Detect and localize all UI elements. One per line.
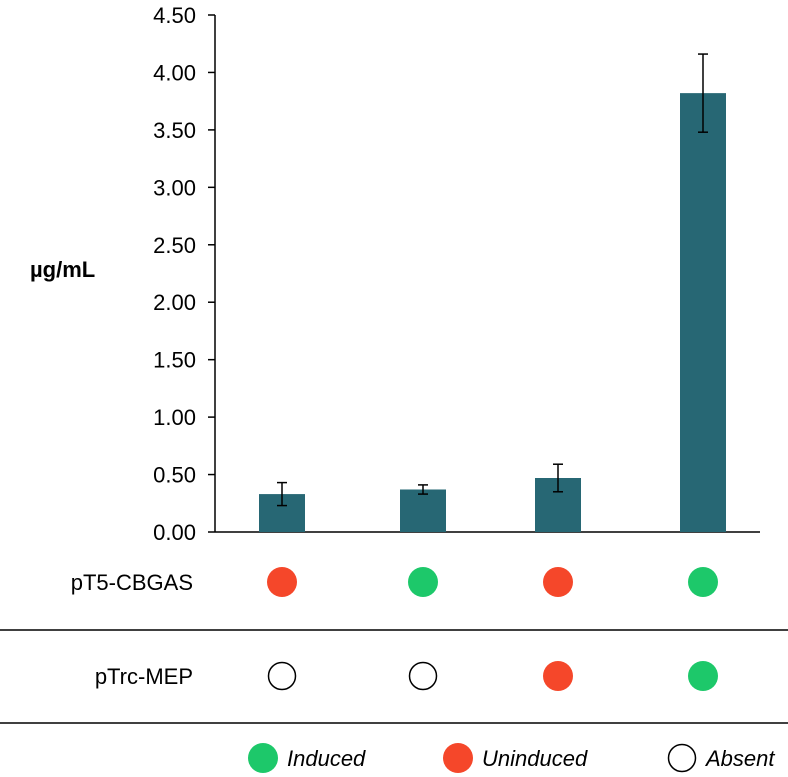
bars <box>259 93 726 532</box>
condition-row-label: pT5-CBGAS <box>71 570 193 595</box>
y-tick-label: 1.50 <box>153 348 196 373</box>
y-tick-label: 3.00 <box>153 175 196 200</box>
condition-dot-induced <box>408 567 438 597</box>
condition-rows: pT5-CBGAS pTrc-MEP <box>0 567 788 724</box>
y-tick-label: 0.50 <box>153 463 196 488</box>
error-bar <box>698 53 708 133</box>
y-axis-label: µg/mL <box>30 257 95 282</box>
legend-label: Uninduced <box>482 746 588 771</box>
legend-label: Absent <box>704 746 775 771</box>
error-bar <box>553 463 563 493</box>
y-tick-label: 4.50 <box>153 3 196 28</box>
y-tick-label: 3.50 <box>153 118 196 143</box>
legend-swatch <box>667 743 697 773</box>
legend-item-induced: Induced <box>248 743 366 773</box>
condition-dot-uninduced <box>267 567 297 597</box>
legend-item-uninduced: Uninduced <box>443 743 588 773</box>
legend: Induced Uninduced Absent <box>248 743 775 773</box>
condition-dot-induced <box>688 567 718 597</box>
condition-dot-absent <box>408 661 438 691</box>
y-axis: 0.00 0.50 1.00 1.50 2.00 2.50 3.00 3.50 4.00 4.50 <box>153 3 216 545</box>
y-tick-label: 1.00 <box>153 405 196 430</box>
legend-swatch <box>443 743 473 773</box>
y-tick-label: 2.00 <box>153 290 196 315</box>
condition-row: pTrc-MEP <box>95 661 718 691</box>
legend-item-absent: Absent <box>667 743 775 773</box>
condition-row: pT5-CBGAS <box>71 567 718 597</box>
error-bar <box>277 481 287 507</box>
condition-row-label: pTrc-MEP <box>95 664 193 689</box>
legend-swatch <box>248 743 278 773</box>
bar <box>400 489 446 532</box>
condition-dot-absent <box>267 661 297 691</box>
y-tick-label: 4.00 <box>153 60 196 85</box>
y-tick-label: 0.00 <box>153 520 196 545</box>
condition-dot-uninduced <box>543 661 573 691</box>
legend-label: Induced <box>287 746 366 771</box>
condition-dot-induced <box>688 661 718 691</box>
condition-dot-uninduced <box>543 567 573 597</box>
error-bar <box>418 484 428 495</box>
y-tick-label: 2.50 <box>153 233 196 258</box>
error-bars <box>277 53 708 507</box>
bar <box>680 93 726 532</box>
